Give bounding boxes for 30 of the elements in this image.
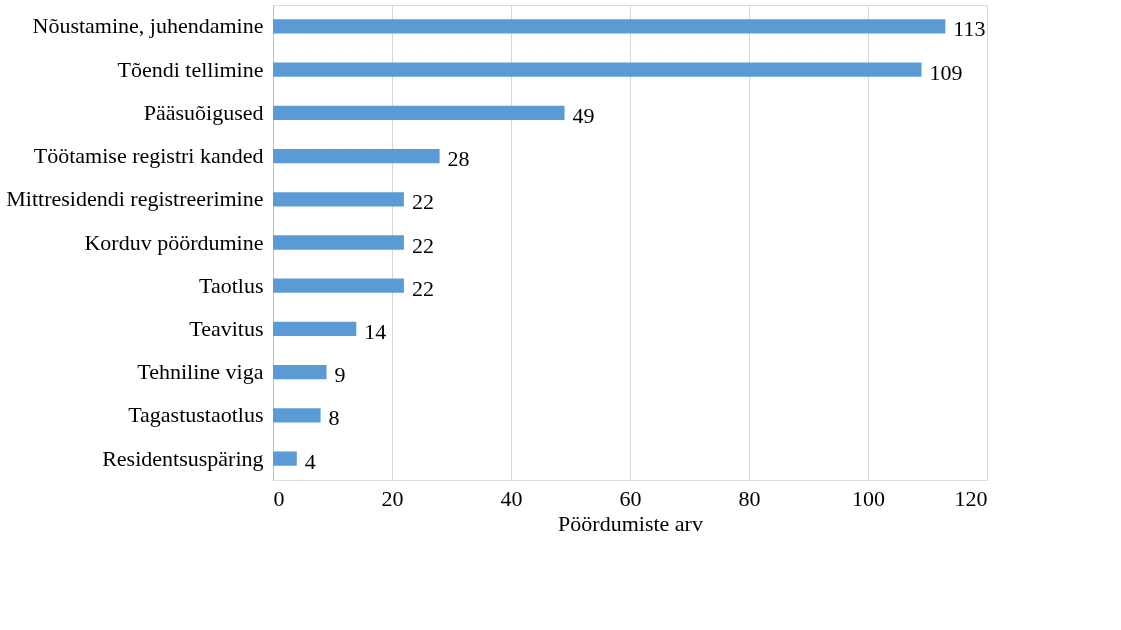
x-tick-label: 120 — [954, 485, 988, 511]
data-label: 109 — [929, 59, 963, 85]
y-tick-label: Töötamise registri kanded — [33, 143, 264, 169]
y-tick-label: Residentsuspäring — [102, 445, 264, 471]
data-label: 49 — [572, 102, 595, 128]
x-tick-label: 20 — [381, 485, 404, 511]
data-label: 28 — [447, 146, 470, 172]
data-label: 22 — [411, 275, 434, 301]
x-tick-label: 40 — [500, 485, 523, 511]
x-tick-label: 0 — [273, 485, 285, 511]
y-tick-label: Mittresidendi registreerimine — [6, 186, 264, 212]
x-tick-label: 60 — [619, 485, 642, 511]
y-tick-label: Pääsuõigused — [143, 99, 264, 125]
y-tick-label: Tagastustaotlus — [128, 402, 264, 428]
data-label: 4 — [304, 448, 316, 474]
data-label: 14 — [364, 318, 387, 344]
y-tick-label: Tehniline viga — [137, 359, 264, 385]
x-axis-title: Pöördumiste arv — [558, 510, 703, 536]
data-label: 9 — [334, 362, 346, 388]
data-label: 22 — [411, 232, 434, 258]
y-tick-label: Korduv pöördumine — [84, 229, 264, 255]
y-tick-label: Teavitus — [189, 315, 264, 341]
data-label: 113 — [953, 16, 986, 42]
y-tick-label: Tõendi tellimine — [117, 56, 264, 82]
x-tick-label: 100 — [852, 485, 885, 511]
data-label: 22 — [411, 189, 434, 215]
data-label: 8 — [328, 405, 340, 431]
x-tick-label: 80 — [738, 485, 761, 511]
y-tick-label: Taotlus — [199, 272, 264, 298]
y-tick-label: Nõustamine, juhendamine — [32, 13, 264, 39]
